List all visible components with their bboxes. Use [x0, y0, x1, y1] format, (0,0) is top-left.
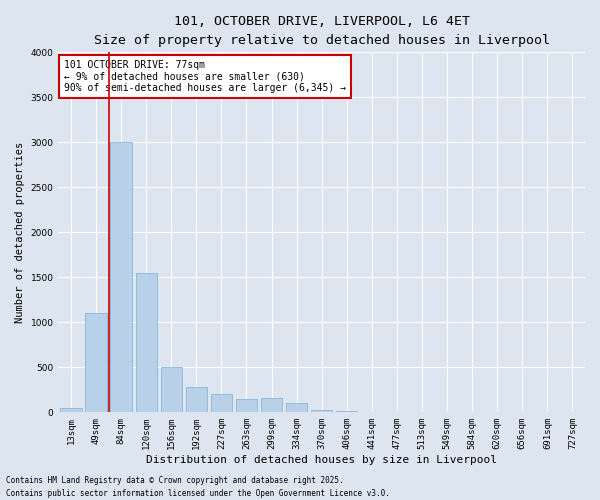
- Title: 101, OCTOBER DRIVE, LIVERPOOL, L6 4ET
Size of property relative to detached hous: 101, OCTOBER DRIVE, LIVERPOOL, L6 4ET Si…: [94, 15, 550, 47]
- Bar: [136, 273, 157, 412]
- Bar: [185, 387, 207, 412]
- Text: 101 OCTOBER DRIVE: 77sqm
← 9% of detached houses are smaller (630)
90% of semi-d: 101 OCTOBER DRIVE: 77sqm ← 9% of detache…: [64, 60, 346, 92]
- Bar: [311, 410, 332, 412]
- Bar: [60, 408, 82, 412]
- Bar: [336, 411, 358, 412]
- X-axis label: Distribution of detached houses by size in Liverpool: Distribution of detached houses by size …: [146, 455, 497, 465]
- Bar: [211, 394, 232, 412]
- Bar: [286, 404, 307, 412]
- Bar: [236, 399, 257, 412]
- Bar: [261, 398, 282, 412]
- Bar: [161, 368, 182, 412]
- Bar: [85, 314, 107, 412]
- Bar: [110, 142, 132, 412]
- Text: Contains HM Land Registry data © Crown copyright and database right 2025.
Contai: Contains HM Land Registry data © Crown c…: [6, 476, 390, 498]
- Y-axis label: Number of detached properties: Number of detached properties: [15, 142, 25, 323]
